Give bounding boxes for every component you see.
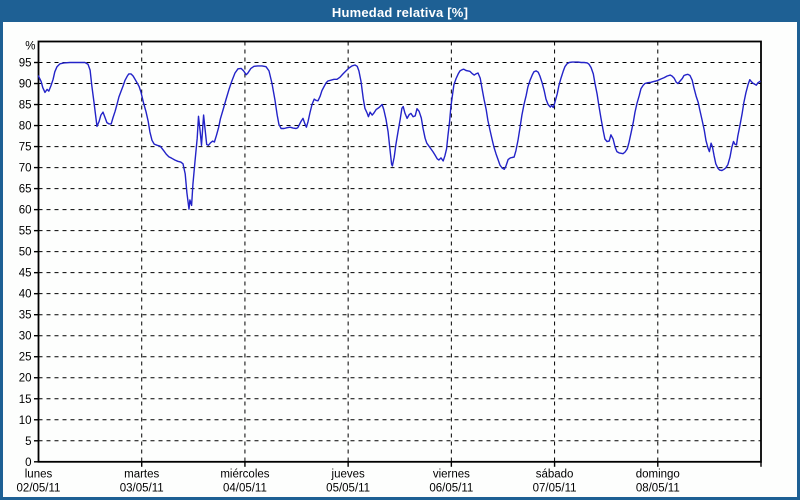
chart-title-bar: Humedad relativa [%] <box>3 3 797 22</box>
x-day-label: jueves <box>331 468 365 480</box>
y-tick-label: 70 <box>19 163 32 175</box>
x-day-label: domingo <box>636 468 680 480</box>
x-date-label: 02/05/11 <box>17 482 61 494</box>
x-date-label: 04/05/11 <box>223 482 267 494</box>
page-title: Humedad relativa [%] <box>331 5 469 20</box>
y-tick-label: 20 <box>19 373 32 385</box>
y-tick-label: 90 <box>19 79 32 91</box>
y-tick-label: 15 <box>19 394 32 406</box>
y-tick-label: 5 <box>25 436 31 448</box>
y-tick-label: 0 <box>25 457 31 469</box>
y-tick-label: 30 <box>19 331 32 343</box>
y-tick-label: 60 <box>19 205 32 217</box>
y-tick-label: 25 <box>19 352 32 364</box>
y-tick-label: 65 <box>19 184 32 196</box>
x-date-label: 08/05/11 <box>636 482 680 494</box>
x-date-label: 05/05/11 <box>326 482 370 494</box>
y-tick-label: 85 <box>19 100 32 112</box>
y-tick-label: 50 <box>19 247 32 259</box>
y-tick-label: 95 <box>19 58 32 70</box>
x-day-label: miércoles <box>220 468 269 480</box>
x-date-label: 07/05/11 <box>533 482 577 494</box>
y-tick-label: 35 <box>19 310 32 322</box>
y-tick-label: 55 <box>19 226 32 238</box>
plot-border <box>37 40 762 463</box>
y-tick-label: 45 <box>19 268 32 280</box>
series-line <box>37 61 761 210</box>
x-date-label: 06/05/11 <box>429 482 473 494</box>
x-day-label: lunes <box>25 468 53 480</box>
x-day-label: sábado <box>536 468 574 480</box>
y-tick-label: 80 <box>19 121 32 133</box>
y-axis-unit-label: % <box>25 41 35 53</box>
humidity-chart: 0 5 10 15 20 25 30 35 40 45 50 55 60 65 70 75 80 85 90 95% l… <box>17 40 762 494</box>
y-tick-label: 10 <box>19 415 32 427</box>
x-date-label: 03/05/11 <box>120 482 164 494</box>
y-tick-label: 75 <box>19 142 32 154</box>
x-day-label: viernes <box>433 468 470 480</box>
x-day-label: martes <box>124 468 159 480</box>
y-tick-label: 40 <box>19 289 32 301</box>
